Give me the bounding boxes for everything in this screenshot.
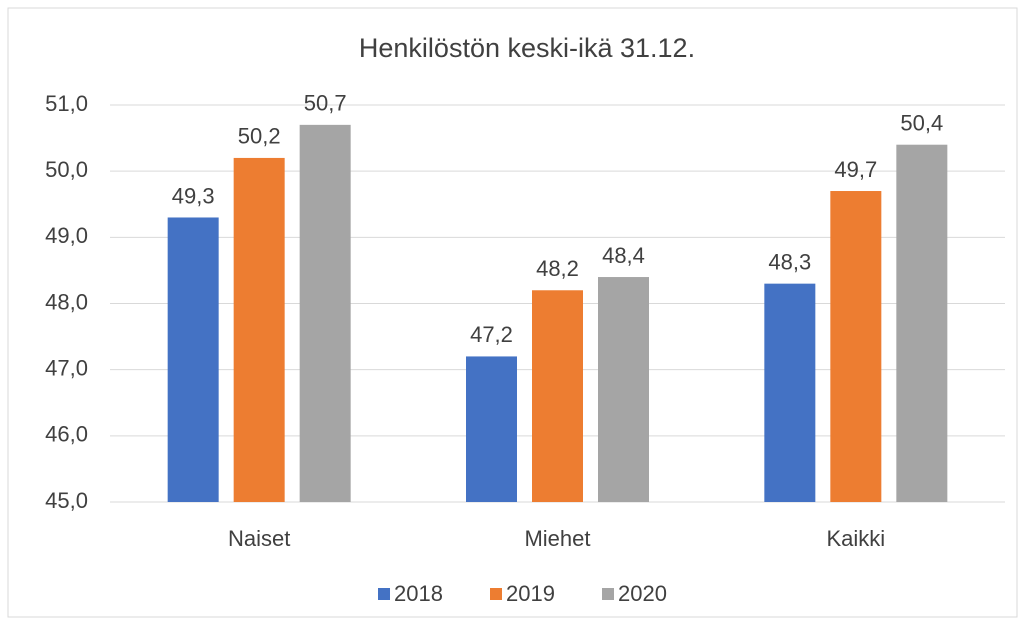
bar [764, 283, 816, 502]
data-label: 49,7 [834, 157, 877, 182]
legend-swatch [602, 588, 614, 600]
legend-label: 2019 [506, 581, 555, 606]
bar [532, 290, 583, 502]
y-tick-label: 49,0 [45, 223, 88, 248]
legend-swatch [490, 588, 502, 600]
legend-label: 2020 [618, 581, 667, 606]
data-label: 48,4 [602, 243, 645, 268]
legend-label: 2018 [394, 581, 443, 606]
chart-title: Henkilöstön keski-ikä 31.12. [359, 33, 695, 63]
data-label: 48,3 [768, 249, 811, 274]
x-tick-label: Kaikki [826, 526, 885, 551]
x-tick-label: Miehet [524, 526, 590, 551]
data-label: 50,7 [304, 91, 347, 116]
y-tick-label: 50,0 [45, 157, 88, 182]
y-tick-label: 45,0 [45, 488, 88, 513]
y-tick-label: 47,0 [45, 355, 88, 380]
data-label: 50,2 [238, 124, 281, 149]
bar [167, 217, 219, 502]
bar [233, 157, 285, 502]
y-tick-label: 51,0 [45, 91, 88, 116]
y-tick-label: 46,0 [45, 422, 88, 447]
x-tick-label: Naiset [228, 526, 290, 551]
data-label: 47,2 [470, 322, 513, 347]
y-tick-label: 48,0 [45, 289, 88, 314]
bar [598, 277, 649, 502]
bar [466, 356, 517, 502]
data-label: 49,3 [172, 183, 215, 208]
bar [299, 124, 351, 502]
data-label: 50,4 [900, 111, 943, 136]
bar [896, 144, 948, 502]
legend-swatch [378, 588, 390, 600]
bar [830, 191, 882, 502]
data-label: 48,2 [536, 256, 579, 281]
